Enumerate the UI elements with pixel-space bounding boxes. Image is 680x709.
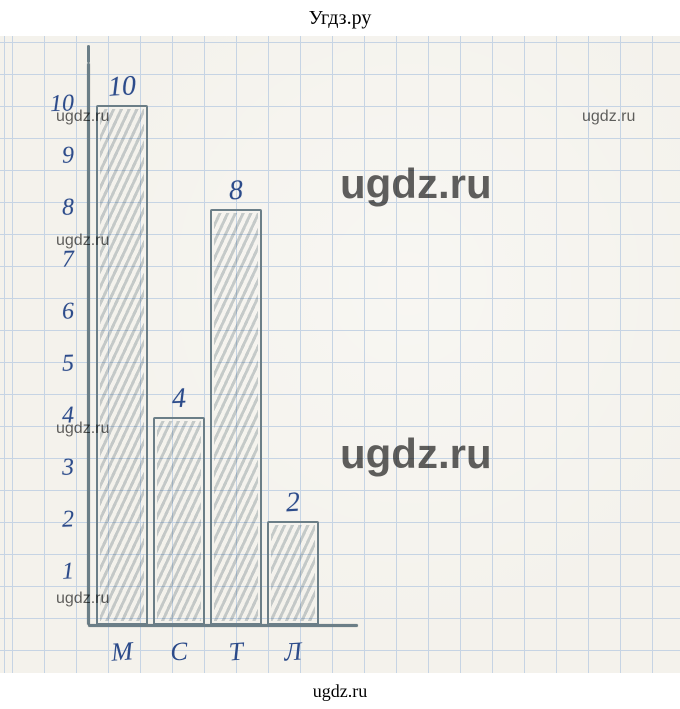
y-tick-3: 3 <box>34 454 75 482</box>
y-axis-spur <box>87 45 90 63</box>
category-Т: Т <box>228 637 245 668</box>
footer-band: ugdz.ru <box>0 673 680 709</box>
y-tick-6: 6 <box>34 298 75 326</box>
category-Л: Л <box>284 636 304 667</box>
bar-value-С: 4 <box>171 383 187 416</box>
header-title: Угдз.ру <box>309 7 372 30</box>
footer-text: ugdz.ru <box>313 681 367 702</box>
bar-value-Л: 2 <box>286 487 302 520</box>
bar-М <box>96 105 148 625</box>
category-С: С <box>169 636 188 667</box>
y-tick-8: 8 <box>34 194 75 222</box>
y-tick-10: 10 <box>34 90 75 118</box>
y-tick-4: 4 <box>34 402 75 430</box>
y-tick-1: 1 <box>34 558 75 586</box>
y-tick-5: 5 <box>34 350 75 378</box>
bar-chart: 1 2 3 4 5 6 7 8 9 10 10 М 4 С 8 Т 2 Л <box>0 0 680 709</box>
y-tick-7: 7 <box>34 246 75 274</box>
bar-С <box>153 417 205 625</box>
y-tick-2: 2 <box>34 506 75 534</box>
bar-value-М: 10 <box>107 70 137 103</box>
header-band: Угдз.ру <box>0 0 680 36</box>
y-tick-9: 9 <box>34 142 75 170</box>
bar-value-Т: 8 <box>228 175 244 208</box>
y-axis <box>87 63 90 625</box>
bar-Т <box>210 209 262 625</box>
category-М: М <box>110 636 134 667</box>
bar-Л <box>267 521 319 625</box>
